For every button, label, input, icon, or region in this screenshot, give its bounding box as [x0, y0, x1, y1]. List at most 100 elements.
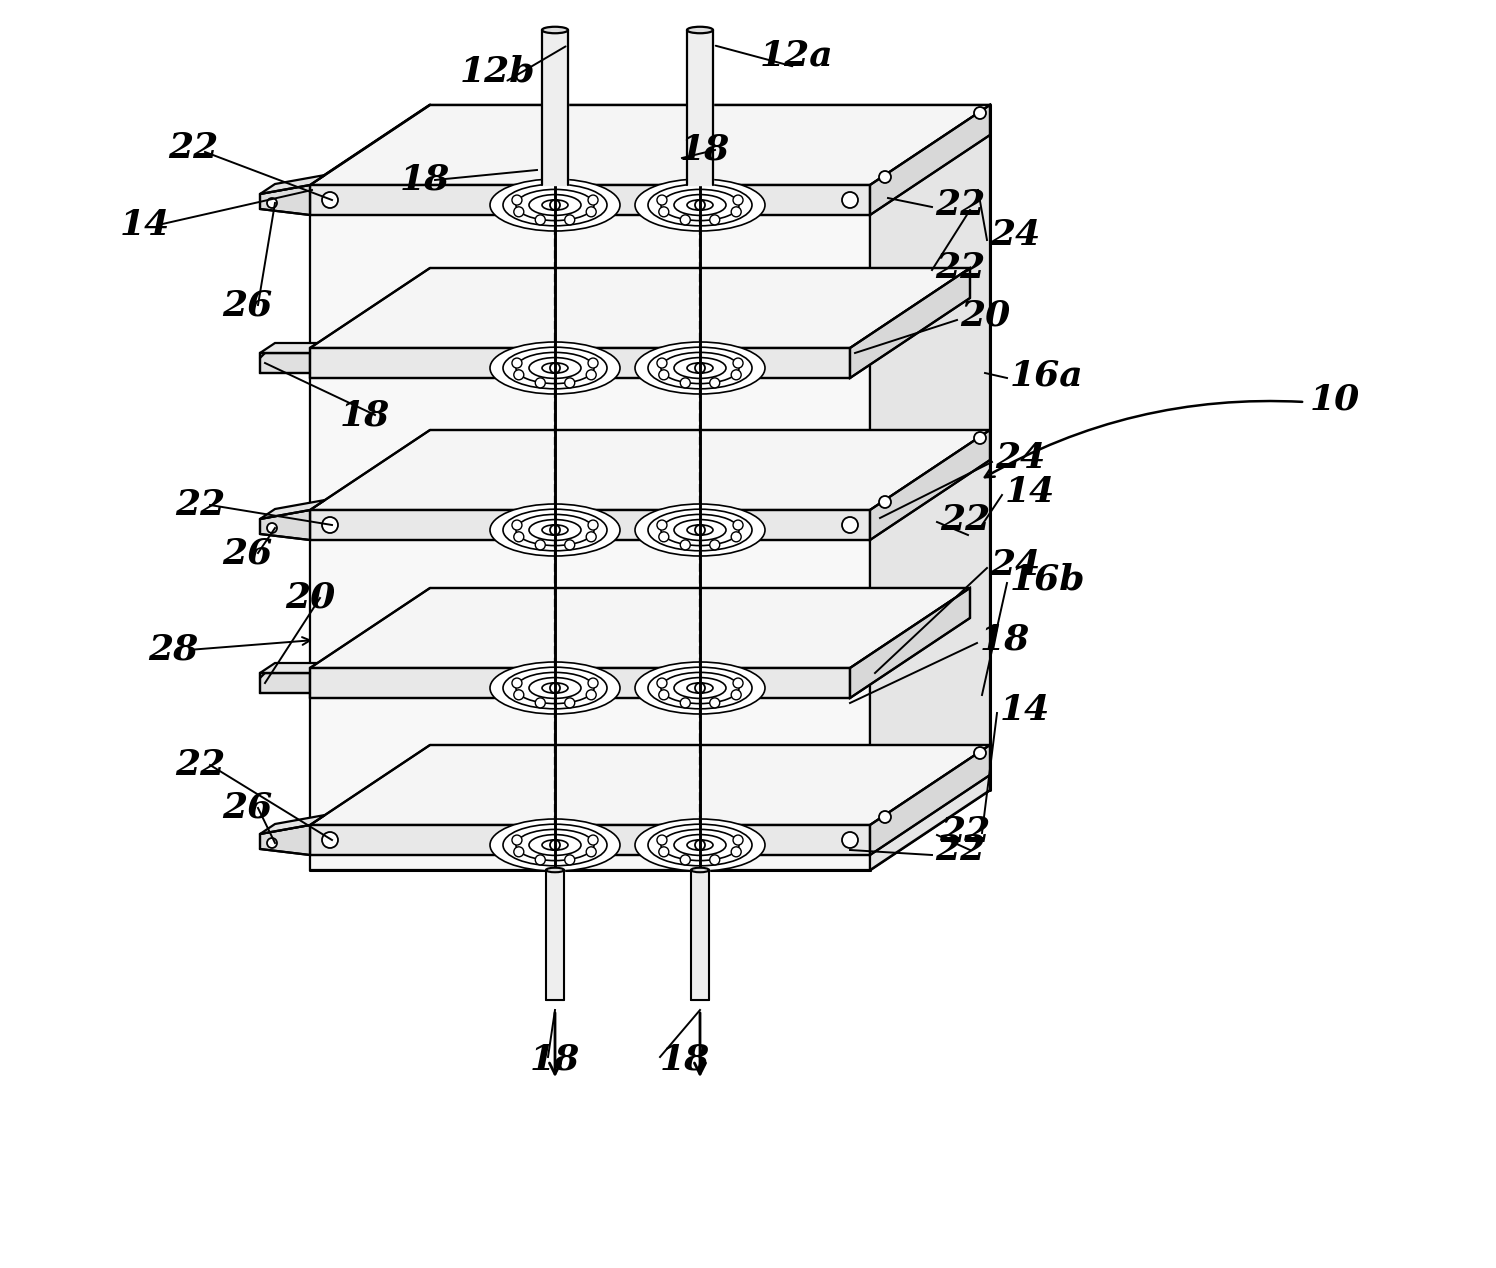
Circle shape — [586, 370, 597, 380]
Circle shape — [512, 836, 522, 844]
Polygon shape — [260, 500, 325, 519]
Circle shape — [658, 531, 669, 541]
Circle shape — [551, 525, 560, 535]
Polygon shape — [310, 588, 969, 668]
Ellipse shape — [491, 662, 619, 714]
Circle shape — [696, 525, 705, 535]
Polygon shape — [310, 668, 850, 697]
Circle shape — [588, 358, 598, 368]
Text: 24: 24 — [990, 548, 1040, 582]
Circle shape — [658, 207, 669, 217]
Circle shape — [696, 683, 705, 694]
Text: 14: 14 — [120, 208, 171, 242]
Text: 14: 14 — [1005, 476, 1055, 508]
Polygon shape — [310, 185, 871, 216]
Polygon shape — [260, 673, 310, 694]
Ellipse shape — [530, 677, 580, 699]
Circle shape — [880, 812, 892, 823]
Circle shape — [842, 517, 859, 533]
Ellipse shape — [648, 184, 752, 226]
Polygon shape — [310, 268, 969, 347]
Ellipse shape — [634, 342, 764, 394]
Circle shape — [681, 378, 690, 388]
Text: 26: 26 — [221, 288, 272, 322]
Text: 20: 20 — [286, 581, 335, 615]
Ellipse shape — [661, 672, 739, 704]
Ellipse shape — [530, 358, 580, 378]
Circle shape — [513, 207, 524, 217]
Ellipse shape — [675, 677, 726, 699]
Circle shape — [551, 200, 560, 210]
Polygon shape — [310, 510, 871, 540]
Text: 16b: 16b — [1010, 563, 1086, 597]
Polygon shape — [310, 105, 990, 185]
Ellipse shape — [675, 194, 726, 216]
Text: 22: 22 — [168, 131, 218, 165]
Circle shape — [732, 370, 741, 380]
Ellipse shape — [530, 834, 580, 856]
Ellipse shape — [503, 510, 607, 550]
Ellipse shape — [675, 834, 726, 856]
Text: 26: 26 — [221, 791, 272, 825]
Polygon shape — [310, 746, 990, 825]
Ellipse shape — [648, 347, 752, 389]
Ellipse shape — [491, 342, 619, 394]
Text: 16a: 16a — [1010, 358, 1083, 392]
Circle shape — [696, 200, 705, 210]
Circle shape — [657, 836, 667, 844]
Circle shape — [536, 540, 545, 550]
Ellipse shape — [687, 682, 714, 694]
Circle shape — [696, 363, 705, 373]
Circle shape — [658, 847, 669, 857]
Circle shape — [842, 832, 859, 848]
Circle shape — [513, 531, 524, 541]
Polygon shape — [687, 30, 714, 185]
Circle shape — [732, 207, 741, 217]
Circle shape — [696, 839, 705, 850]
Ellipse shape — [491, 179, 619, 231]
Circle shape — [974, 432, 986, 444]
Ellipse shape — [648, 824, 752, 866]
Polygon shape — [871, 746, 990, 855]
Circle shape — [513, 690, 524, 700]
Circle shape — [512, 678, 522, 689]
Text: 18: 18 — [399, 164, 450, 197]
Ellipse shape — [691, 867, 709, 872]
Polygon shape — [260, 663, 325, 673]
Text: 24: 24 — [990, 218, 1040, 252]
Polygon shape — [850, 268, 969, 378]
Text: 22: 22 — [935, 833, 986, 867]
Circle shape — [536, 697, 545, 708]
Polygon shape — [691, 870, 709, 1000]
Polygon shape — [546, 870, 564, 1000]
Circle shape — [733, 520, 744, 530]
Circle shape — [266, 522, 277, 533]
Circle shape — [513, 847, 524, 857]
Circle shape — [974, 747, 986, 760]
Circle shape — [551, 683, 560, 694]
Ellipse shape — [516, 829, 594, 861]
Ellipse shape — [516, 672, 594, 704]
Circle shape — [322, 832, 338, 848]
Circle shape — [588, 836, 598, 844]
Ellipse shape — [530, 194, 580, 216]
Text: 22: 22 — [939, 503, 990, 538]
Ellipse shape — [634, 819, 764, 871]
Polygon shape — [260, 510, 310, 540]
Text: 22: 22 — [175, 748, 226, 782]
Text: 18: 18 — [980, 623, 1031, 657]
Circle shape — [681, 697, 690, 708]
Ellipse shape — [675, 358, 726, 378]
Text: 20: 20 — [960, 298, 1010, 332]
Ellipse shape — [491, 819, 619, 871]
Circle shape — [586, 207, 597, 217]
Polygon shape — [310, 105, 990, 185]
Circle shape — [657, 195, 667, 205]
Circle shape — [681, 540, 690, 550]
Ellipse shape — [546, 867, 564, 872]
Text: 28: 28 — [148, 633, 199, 667]
Circle shape — [512, 195, 522, 205]
Circle shape — [512, 358, 522, 368]
Circle shape — [657, 678, 667, 689]
Circle shape — [658, 370, 669, 380]
